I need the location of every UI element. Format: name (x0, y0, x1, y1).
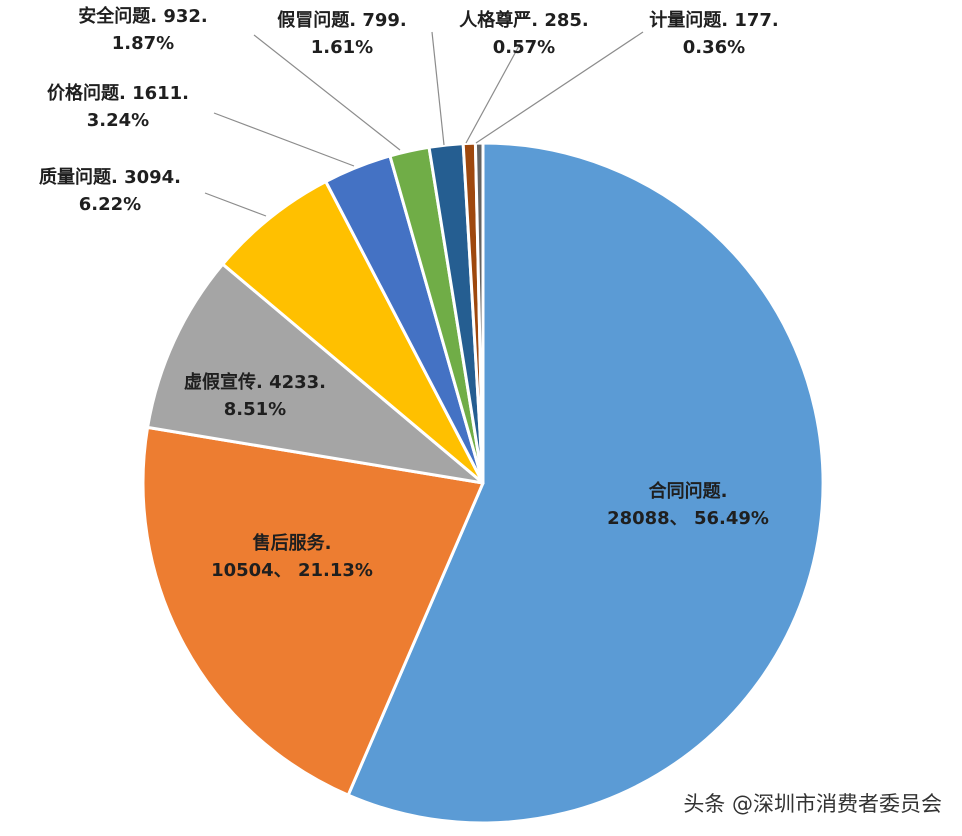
data-label-6-line1: 安全问题. 932. (78, 5, 208, 27)
data-label-7: 假冒问题. 799. 1.61% (277, 9, 407, 58)
data-label-8: 人格尊严. 285. 0.57% (459, 9, 589, 58)
leader-line-4 (204, 192, 267, 217)
slice-3 (146, 262, 485, 485)
data-label-7-line2: 1.61% (311, 37, 373, 58)
data-label-6: 安全问题. 932. 1.87% (78, 5, 208, 54)
data-label-9-line2: 0.36% (683, 37, 745, 58)
data-label-7-line1: 假冒问题. 799. (277, 9, 407, 31)
leader-line-9 (475, 31, 644, 144)
data-label-8-line1: 人格尊严. 285. (459, 9, 589, 31)
data-label-3: 虚假宣传. 4233. 8.51% (184, 371, 326, 420)
data-label-2-line2: 10504、 21.13% (211, 560, 373, 581)
watermark-text: 头条 @深圳市消费者委员会 (683, 792, 942, 816)
data-label-2-line1: 售后服务. (253, 532, 332, 554)
data-label-4: 质量问题. 3094. 6.22% (39, 166, 181, 215)
slice-9 (473, 141, 485, 485)
data-label-3-line1: 虚假宣传. 4233. (184, 371, 326, 393)
data-label-9-line1: 计量问题. 177. (649, 9, 779, 31)
data-label-1-line1: 合同问题. (649, 480, 728, 502)
data-label-6-line2: 1.87% (112, 33, 174, 54)
data-label-4-line1: 质量问题. 3094. (39, 166, 181, 188)
data-label-5-line2: 3.24% (87, 110, 149, 131)
data-label-1-line2: 28088、 56.49% (607, 508, 769, 529)
slice-4 (221, 180, 485, 485)
leader-line-7 (431, 31, 445, 146)
slice-1 (346, 141, 825, 825)
data-label-4-line2: 6.22% (79, 194, 141, 215)
data-label-2: 售后服务. 10504、 21.13% (211, 532, 373, 581)
data-label-5-line1: 价格问题. 1611. (47, 82, 189, 104)
data-label-1: 合同问题. 28088、 56.49% (607, 480, 769, 529)
data-label-5: 价格问题. 1611. 3.24% (47, 82, 189, 131)
data-label-3-line2: 8.51% (224, 399, 286, 420)
data-label-8-line2: 0.57% (493, 37, 555, 58)
leader-line-8 (465, 43, 521, 144)
leader-line-5 (213, 112, 355, 167)
data-label-9: 计量问题. 177. 0.36% (649, 9, 779, 58)
leader-line-6 (253, 34, 401, 151)
slice-2 (141, 425, 485, 797)
